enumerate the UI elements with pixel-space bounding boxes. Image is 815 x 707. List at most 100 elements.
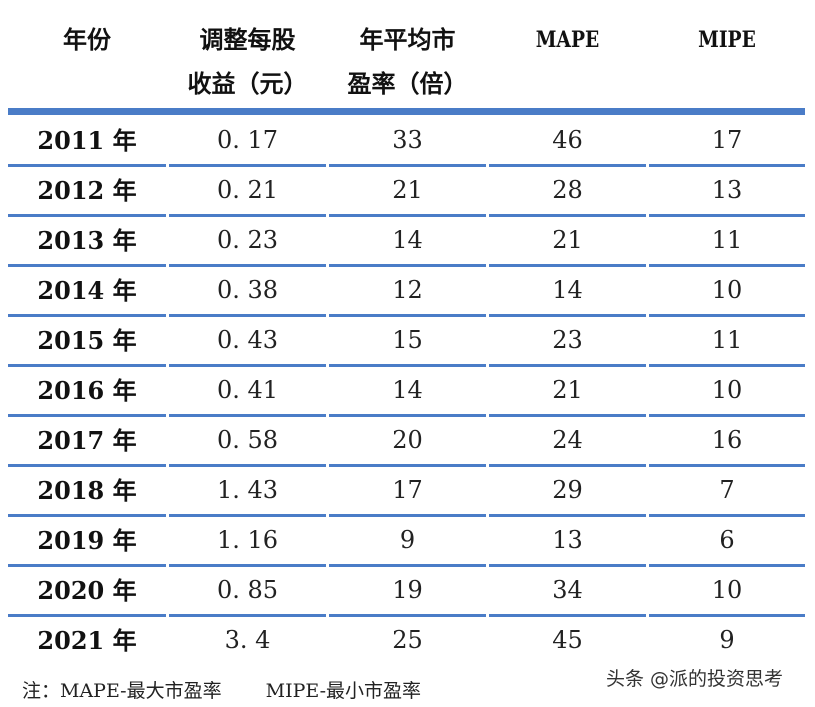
cell-avg-pe: 33 — [392, 126, 423, 154]
cell-mipe: 6 — [719, 526, 735, 554]
cell-eps: 0. 43 — [216, 326, 279, 354]
row-divider — [649, 564, 805, 567]
cell-eps: 0. 38 — [216, 276, 279, 304]
row-divider — [169, 364, 326, 367]
row-divider — [489, 364, 646, 367]
cell-avg-pe: 20 — [392, 426, 423, 454]
cell-mipe: 7 — [719, 476, 735, 504]
row-divider — [649, 414, 805, 417]
table-row: 2011 年 0. 17 33 46 17 — [8, 117, 805, 167]
row-divider — [489, 214, 646, 217]
row-divider — [329, 414, 486, 417]
cell-eps: 0. 21 — [216, 176, 279, 204]
row-divider — [489, 464, 646, 467]
row-divider — [329, 614, 486, 617]
row-divider — [649, 514, 805, 517]
row-divider — [169, 164, 326, 167]
footnote-mape: 注：MAPE-最大市盈率 — [22, 680, 222, 702]
cell-year: 2021 年 — [37, 626, 137, 655]
table-row: 2020 年 0. 85 19 34 10 — [8, 567, 805, 617]
cell-year: 2012 年 — [37, 176, 137, 205]
cell-mape: 21 — [552, 376, 583, 404]
row-divider — [329, 314, 486, 317]
header-mipe-label: MIPE — [698, 27, 756, 53]
row-divider — [169, 514, 326, 517]
table-row: 2014 年 0. 38 12 14 10 — [8, 267, 805, 317]
cell-avg-pe: 14 — [392, 376, 423, 404]
row-divider — [169, 414, 326, 417]
header-year-label: 年份 — [63, 26, 111, 54]
row-divider — [489, 414, 646, 417]
table-header: 年份 调整每股 收益（元） 年平均市 盈率（倍） MAPE MIPE — [8, 18, 805, 108]
row-divider — [489, 264, 646, 267]
cell-year: 2015 年 — [37, 326, 137, 355]
row-divider — [8, 164, 166, 167]
cell-mape: 24 — [552, 426, 583, 454]
row-divider — [649, 314, 805, 317]
row-divider — [329, 264, 486, 267]
cell-year: 2019 年 — [37, 526, 137, 555]
cell-year: 2016 年 — [37, 376, 137, 405]
cell-mipe: 11 — [711, 226, 743, 254]
row-divider — [8, 414, 166, 417]
cell-mape: 46 — [552, 126, 583, 154]
header-eps-line2: 收益（元） — [187, 70, 308, 98]
cell-eps: 1. 43 — [216, 476, 279, 504]
cell-avg-pe: 14 — [392, 226, 423, 254]
cell-mape: 13 — [552, 526, 583, 554]
cell-mape: 34 — [552, 576, 583, 604]
row-divider — [169, 614, 326, 617]
row-divider — [489, 164, 646, 167]
row-divider — [329, 464, 486, 467]
row-divider — [8, 264, 166, 267]
cell-year: 2017 年 — [37, 426, 137, 455]
row-divider — [649, 214, 805, 217]
row-divider — [649, 614, 805, 617]
header-eps-line1: 调整每股 — [199, 26, 296, 54]
cell-mipe: 10 — [711, 376, 743, 404]
cell-mipe: 10 — [711, 576, 743, 604]
cell-mape: 21 — [552, 226, 583, 254]
cell-eps: 0. 23 — [216, 226, 279, 254]
row-divider — [329, 214, 486, 217]
row-divider — [8, 464, 166, 467]
cell-mape: 45 — [552, 626, 583, 654]
cell-avg-pe: 17 — [392, 476, 423, 504]
watermark: 头条 @派的投资思考 — [606, 668, 784, 690]
header-avg-pe-line1: 年平均市 — [359, 26, 456, 54]
footnote-mipe: MIPE-最小市盈率 — [265, 680, 421, 702]
header-mape-label: MAPE — [535, 27, 600, 53]
row-divider — [8, 614, 166, 617]
row-divider — [329, 514, 486, 517]
header-avg-pe-line2: 盈率（倍） — [347, 70, 468, 98]
cell-eps: 0. 85 — [216, 576, 279, 604]
table-row: 2017 年 0. 58 20 24 16 — [8, 417, 805, 467]
table-row: 2018 年 1. 43 17 29 7 — [8, 467, 805, 517]
row-divider — [649, 164, 805, 167]
cell-mipe: 13 — [711, 176, 743, 204]
table-row: 2015 年 0. 43 15 23 11 — [8, 317, 805, 367]
cell-avg-pe: 25 — [392, 626, 423, 654]
cell-year: 2014 年 — [37, 276, 137, 305]
row-divider — [169, 564, 326, 567]
row-divider — [489, 564, 646, 567]
cell-mipe: 10 — [711, 276, 743, 304]
row-divider — [8, 314, 166, 317]
footnote: 注：MAPE-最大市盈率 MIPE-最小市盈率 — [22, 676, 465, 703]
cell-year: 2018 年 — [37, 476, 137, 505]
cell-avg-pe: 21 — [392, 176, 423, 204]
row-divider — [329, 564, 486, 567]
row-divider — [649, 264, 805, 267]
row-divider — [169, 264, 326, 267]
cell-eps: 0. 17 — [216, 126, 279, 154]
cell-mipe: 17 — [711, 126, 743, 154]
row-divider — [169, 464, 326, 467]
row-divider — [8, 364, 166, 367]
header-mape: MAPE — [501, 18, 634, 62]
row-divider — [329, 364, 486, 367]
table-row: 2012 年 0. 21 21 28 13 — [8, 167, 805, 217]
cell-eps: 1. 16 — [216, 526, 279, 554]
cell-avg-pe: 15 — [392, 326, 423, 354]
header-mipe: MIPE — [661, 18, 794, 62]
cell-avg-pe: 19 — [392, 576, 423, 604]
